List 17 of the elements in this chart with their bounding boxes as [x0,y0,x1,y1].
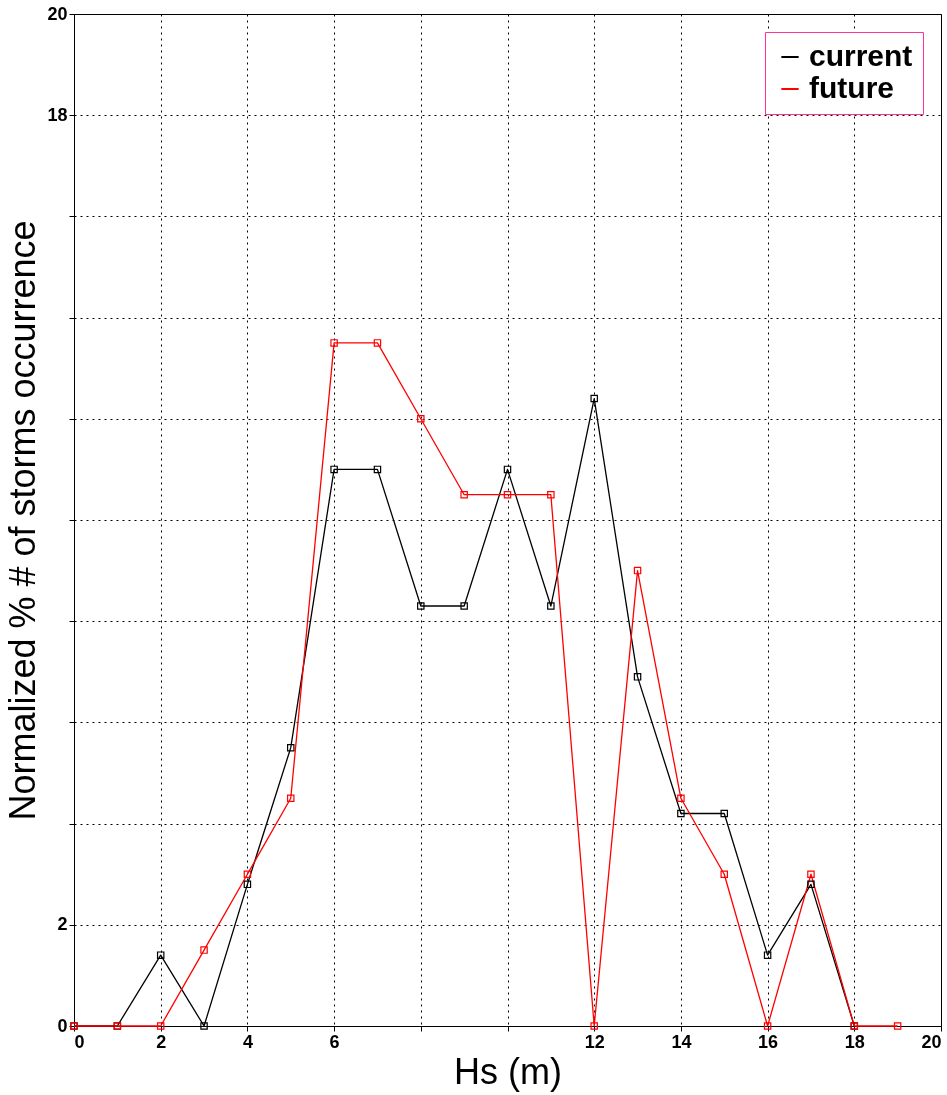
y-tick-label: 0 [57,1015,68,1036]
y-tick-label: 2 [57,914,68,935]
x-tick-label: 12 [584,1031,605,1052]
x-tick-label: 20 [921,1031,942,1052]
y-tick-label: 18 [47,104,68,125]
x-tick-label: 14 [671,1031,692,1052]
y-axis-title: Normalized % # of storms occurrence [2,220,44,821]
x-tick-label: 0 [74,1031,85,1052]
y-tick-label: 20 [47,3,68,24]
x-axis-title: Hs (m) [454,1050,562,1092]
x-tick-label: 4 [242,1031,253,1052]
x-tick-label: 18 [844,1031,865,1052]
x-tick-label: 6 [329,1031,340,1052]
x-tick-label: 2 [156,1031,167,1052]
legend-label: future [809,71,894,104]
legend-label: current [809,39,913,72]
x-tick-label: 16 [758,1031,779,1052]
